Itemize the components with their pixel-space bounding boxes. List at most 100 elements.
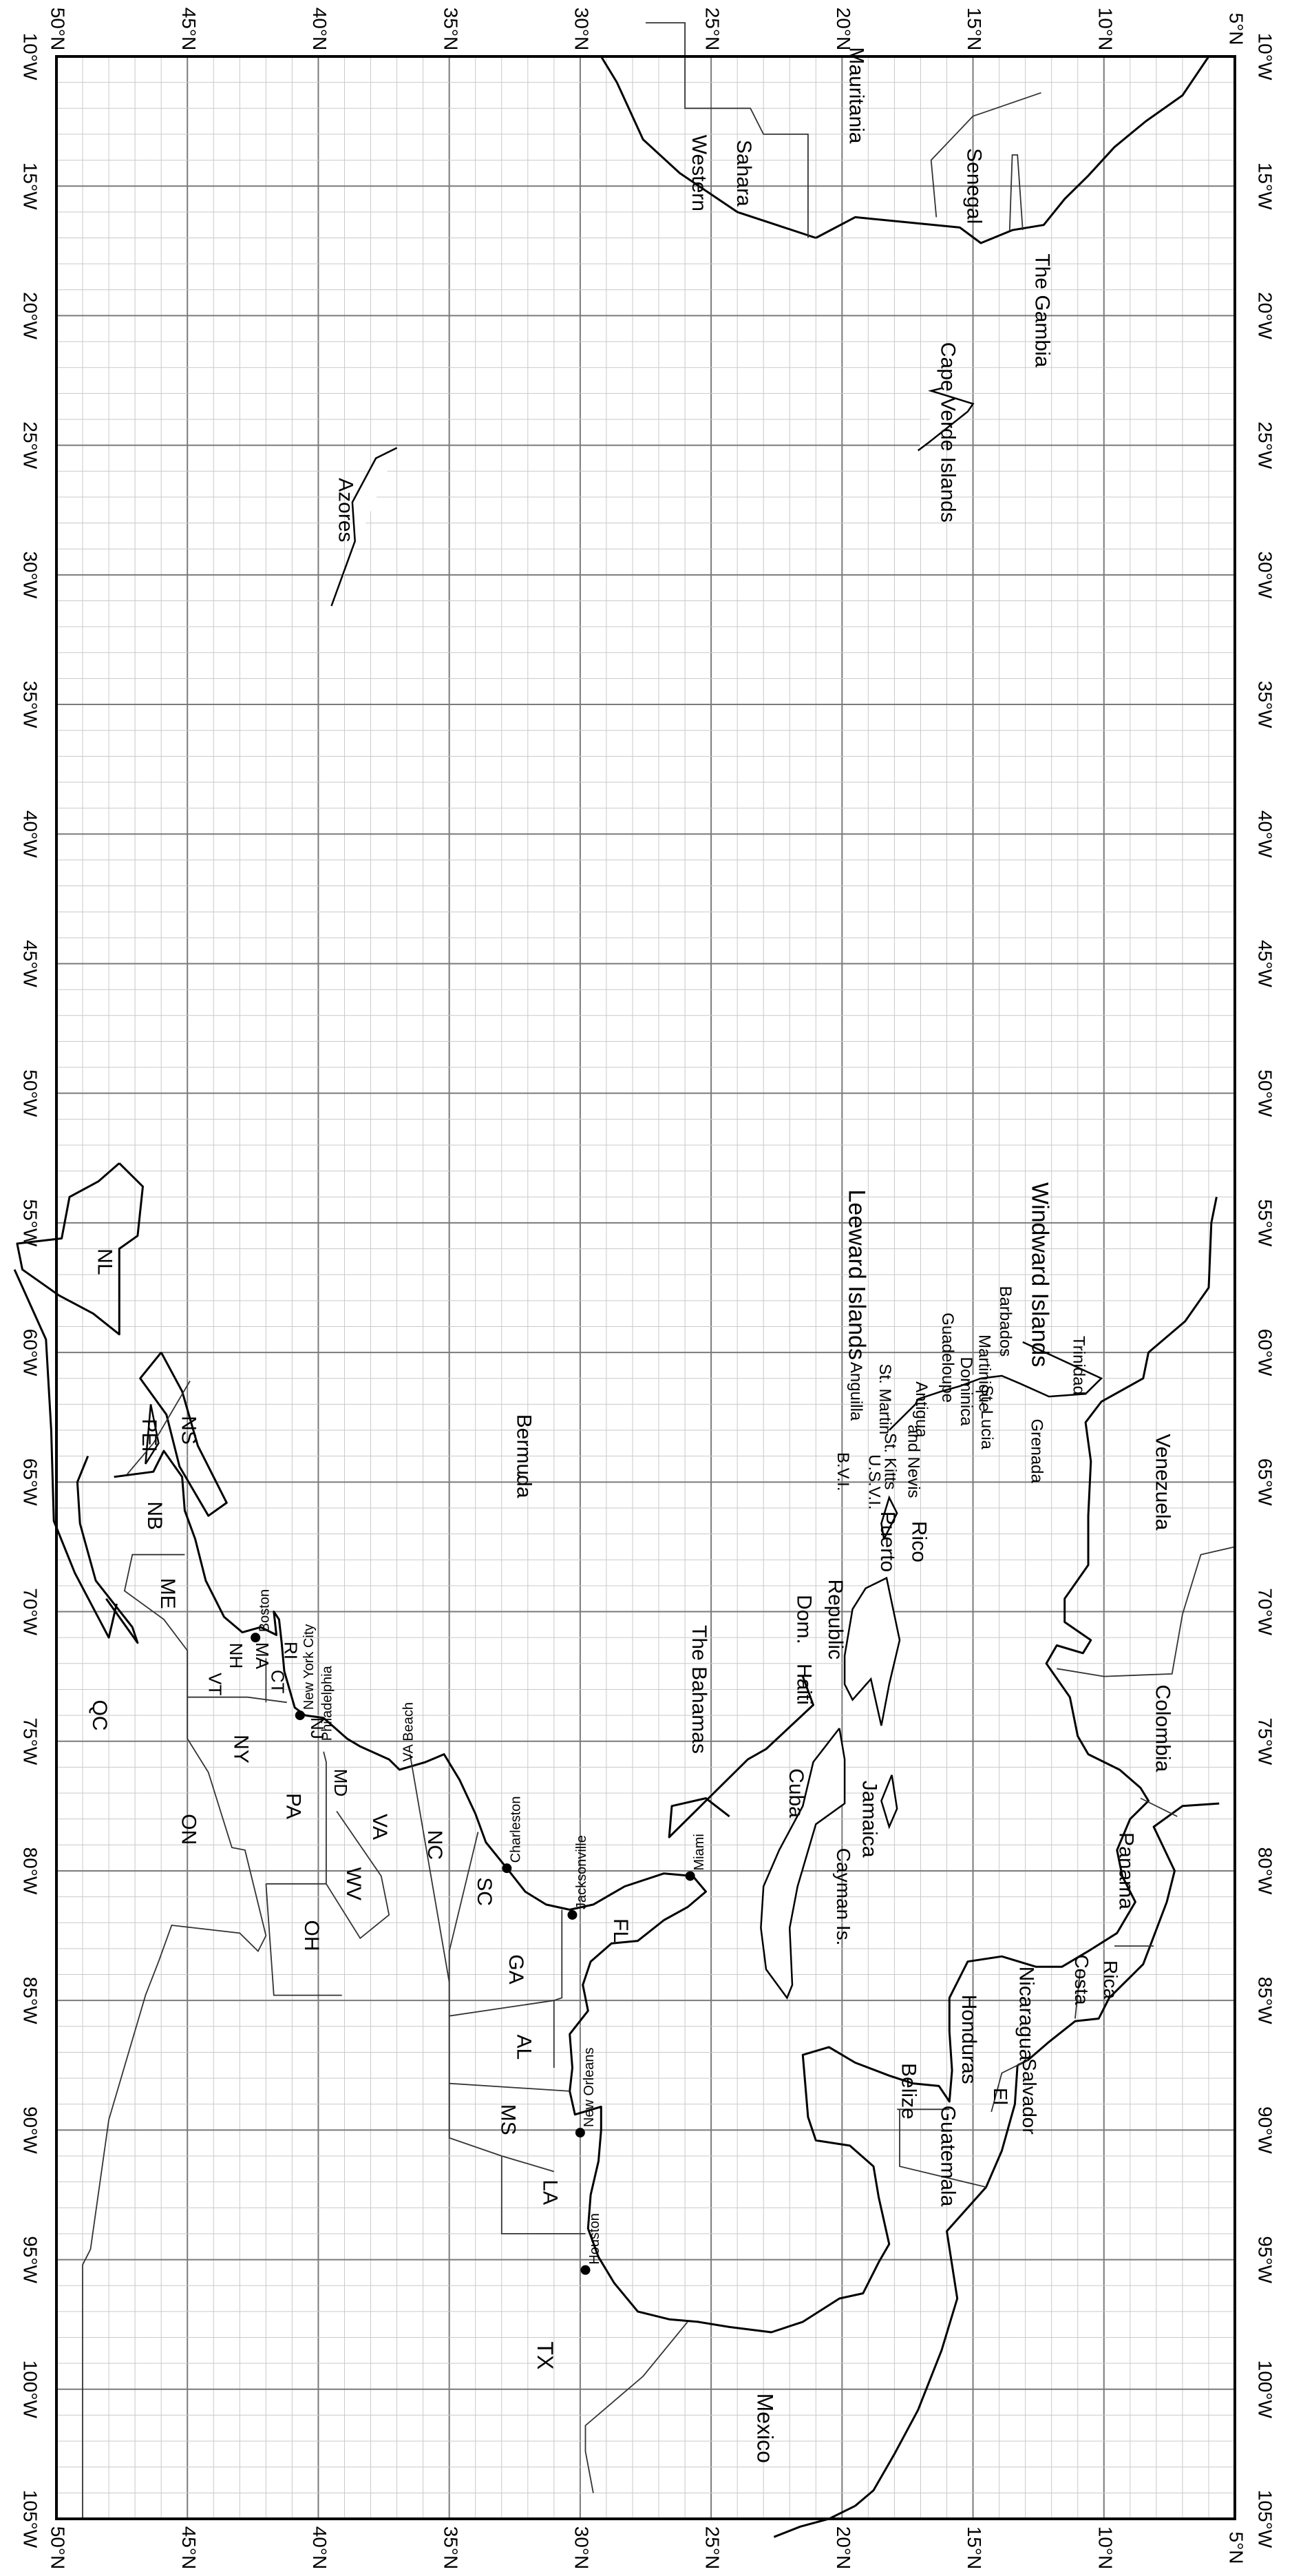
place-label-al: AL (512, 2035, 535, 2060)
latitude-tick-label: 50°N (47, 8, 69, 51)
place-label-the-gambia: The Gambia (1031, 253, 1054, 367)
place-label-windward-islands: Windward Islands (1027, 1182, 1053, 1367)
panama-pacific-coast (1017, 1802, 1220, 2066)
longitude-tick-label: 10°W (20, 33, 41, 81)
longitude-tick-label: 80°W (1255, 1847, 1276, 1895)
africa-coast-west (815, 56, 1210, 244)
place-label-qc: QC (88, 1700, 111, 1731)
city-label-boston: Boston (257, 1589, 272, 1632)
longitude-tick-label: 100°W (20, 2360, 41, 2419)
latitude-tick-label: 30°N (571, 2526, 592, 2570)
longitude-tick-label: 25°W (20, 421, 41, 469)
latitude-tick-label: 10°N (1094, 2526, 1116, 2570)
place-label-colombia: Colombia (1152, 1685, 1174, 1772)
latitude-tick-label: 5°N (1226, 13, 1247, 45)
place-label-ms: MS (496, 2104, 519, 2135)
place-label-panama: Panama (1114, 1832, 1137, 1909)
latitude-tick-label: 15°N (964, 2526, 985, 2570)
latitude-tick-label: 40°N (309, 8, 330, 51)
latitude-tick-label: 10°N (1094, 8, 1116, 51)
place-label-trinidad: Trinidad (1069, 1336, 1088, 1395)
map-frame (55, 55, 1236, 2520)
place-label-jamaica: Jamaica (858, 1781, 880, 1858)
longitude-tick-label: 30°W (1255, 551, 1276, 598)
longitude-tick-label: 10°W (1255, 33, 1276, 81)
place-label-haiti: Haiti (792, 1664, 815, 1705)
latitude-tick-label: 15°N (964, 8, 985, 51)
longitude-tick-label: 60°W (20, 1329, 41, 1376)
place-label-nh: NH (226, 1643, 246, 1669)
longitude-tick-label: 90°W (20, 2106, 41, 2154)
city-label-miami: Miami (692, 1834, 707, 1870)
longitude-tick-label: 45°W (20, 940, 41, 987)
place-label-usvi: U.S.V.I. (865, 1454, 884, 1509)
azores-islands (330, 447, 398, 607)
place-label-va: VA (368, 1814, 391, 1840)
latitude-tick-label: 45°N (178, 2526, 200, 2570)
longitude-tick-label: 15°W (20, 163, 41, 210)
el-salvador-border (991, 2059, 1028, 2113)
place-label-bahamas: The Bahamas (688, 1625, 710, 1754)
place-label-puerto-rico-1: Puerto (876, 1511, 899, 1572)
colombia-venezuela-border (1057, 1546, 1236, 1677)
city-markers: Boston New York City Philadelphia VA Beach C… (251, 1589, 707, 2275)
longitude-tick-label: 100°W (1255, 2360, 1276, 2419)
central-america-pacific-coast (854, 2065, 1019, 2507)
city-label-houston: Houston (587, 2213, 602, 2265)
longitude-tick-label: 85°W (20, 1977, 41, 2024)
st-lawrence-south (76, 1456, 139, 1644)
nc-sc-border (448, 1832, 479, 2016)
place-label-ct: CT (268, 1670, 288, 1694)
place-labels: Western Sahara Mauritania Senegal The Gambia… (88, 47, 1174, 2463)
nova-scotia (139, 1352, 228, 1517)
place-label-venezuela: Venezuela (1152, 1434, 1174, 1530)
newfoundland (16, 1162, 144, 1336)
coordinate-labels: 50°N 50°N 45°N 45°N 40°N 40°N 35°N 35°N 30°N 30°N… (20, 8, 1276, 2570)
place-label-st-kitts-1: St. Kitts (880, 1433, 899, 1490)
place-label-st-lucia: St. Lucia (977, 1385, 996, 1450)
place-label-nj: NJ (307, 1717, 328, 1739)
mississippi-border (448, 2083, 555, 2172)
longitude-tick-label: 105°W (20, 2490, 41, 2548)
mexico-pacific-coast (773, 2504, 856, 2538)
place-label-azores: Azores (335, 478, 357, 542)
americas-east-coast (114, 1197, 1218, 2334)
ny-new-england-border (187, 1696, 287, 1704)
longitude-tick-label: 95°W (1255, 2236, 1276, 2283)
longitude-tick-label: 30°W (20, 551, 41, 598)
place-label-pei: PEI (138, 1418, 160, 1452)
place-label-dom-rep-1: Dom. (792, 1595, 815, 1644)
latitude-tick-label: 25°N (702, 8, 723, 51)
latitude-tick-label: 50°N (47, 2526, 69, 2570)
latitude-tick-label: 45°N (178, 8, 200, 51)
city-label-philadelphia: Philadelphia (320, 1665, 335, 1741)
city-dot-boston (251, 1633, 261, 1643)
pa-border (266, 1751, 327, 1885)
longitude-tick-label: 65°W (20, 1458, 41, 1506)
alabama-border (448, 2000, 570, 2092)
place-label-nl: NL (94, 1248, 116, 1275)
place-label-martinique: Martinique (975, 1334, 993, 1412)
place-label-oh: OH (300, 1920, 323, 1951)
place-label-mauritania: Mauritania (845, 47, 867, 143)
longitude-tick-label: 55°W (20, 1200, 41, 1247)
place-label-cape-verde: Cape Verde Islands (937, 342, 960, 523)
city-label-new-york: New York City (301, 1624, 317, 1710)
longitude-tick-label: 105°W (1255, 2490, 1276, 2548)
longitude-tick-label: 70°W (1255, 1588, 1276, 1635)
longitude-tick-label: 95°W (20, 2236, 41, 2283)
city-dot-charleston (502, 1863, 512, 1874)
longitude-tick-label: 75°W (20, 1717, 41, 1765)
place-label-vt: VT (204, 1673, 225, 1695)
place-label-ny: NY (229, 1735, 252, 1763)
city-label-jacksonville: Jacksonville (574, 1835, 589, 1909)
graticule (56, 56, 1236, 2520)
latitude-tick-label: 5°N (1226, 2532, 1247, 2564)
longitude-tick-label: 50°W (1255, 1069, 1276, 1117)
latitude-tick-label: 20°N (833, 2526, 854, 2570)
colombia-panama-border (1140, 1797, 1178, 1817)
longitude-tick-label: 25°W (1255, 421, 1276, 469)
latitude-tick-label: 35°N (440, 2526, 461, 2570)
